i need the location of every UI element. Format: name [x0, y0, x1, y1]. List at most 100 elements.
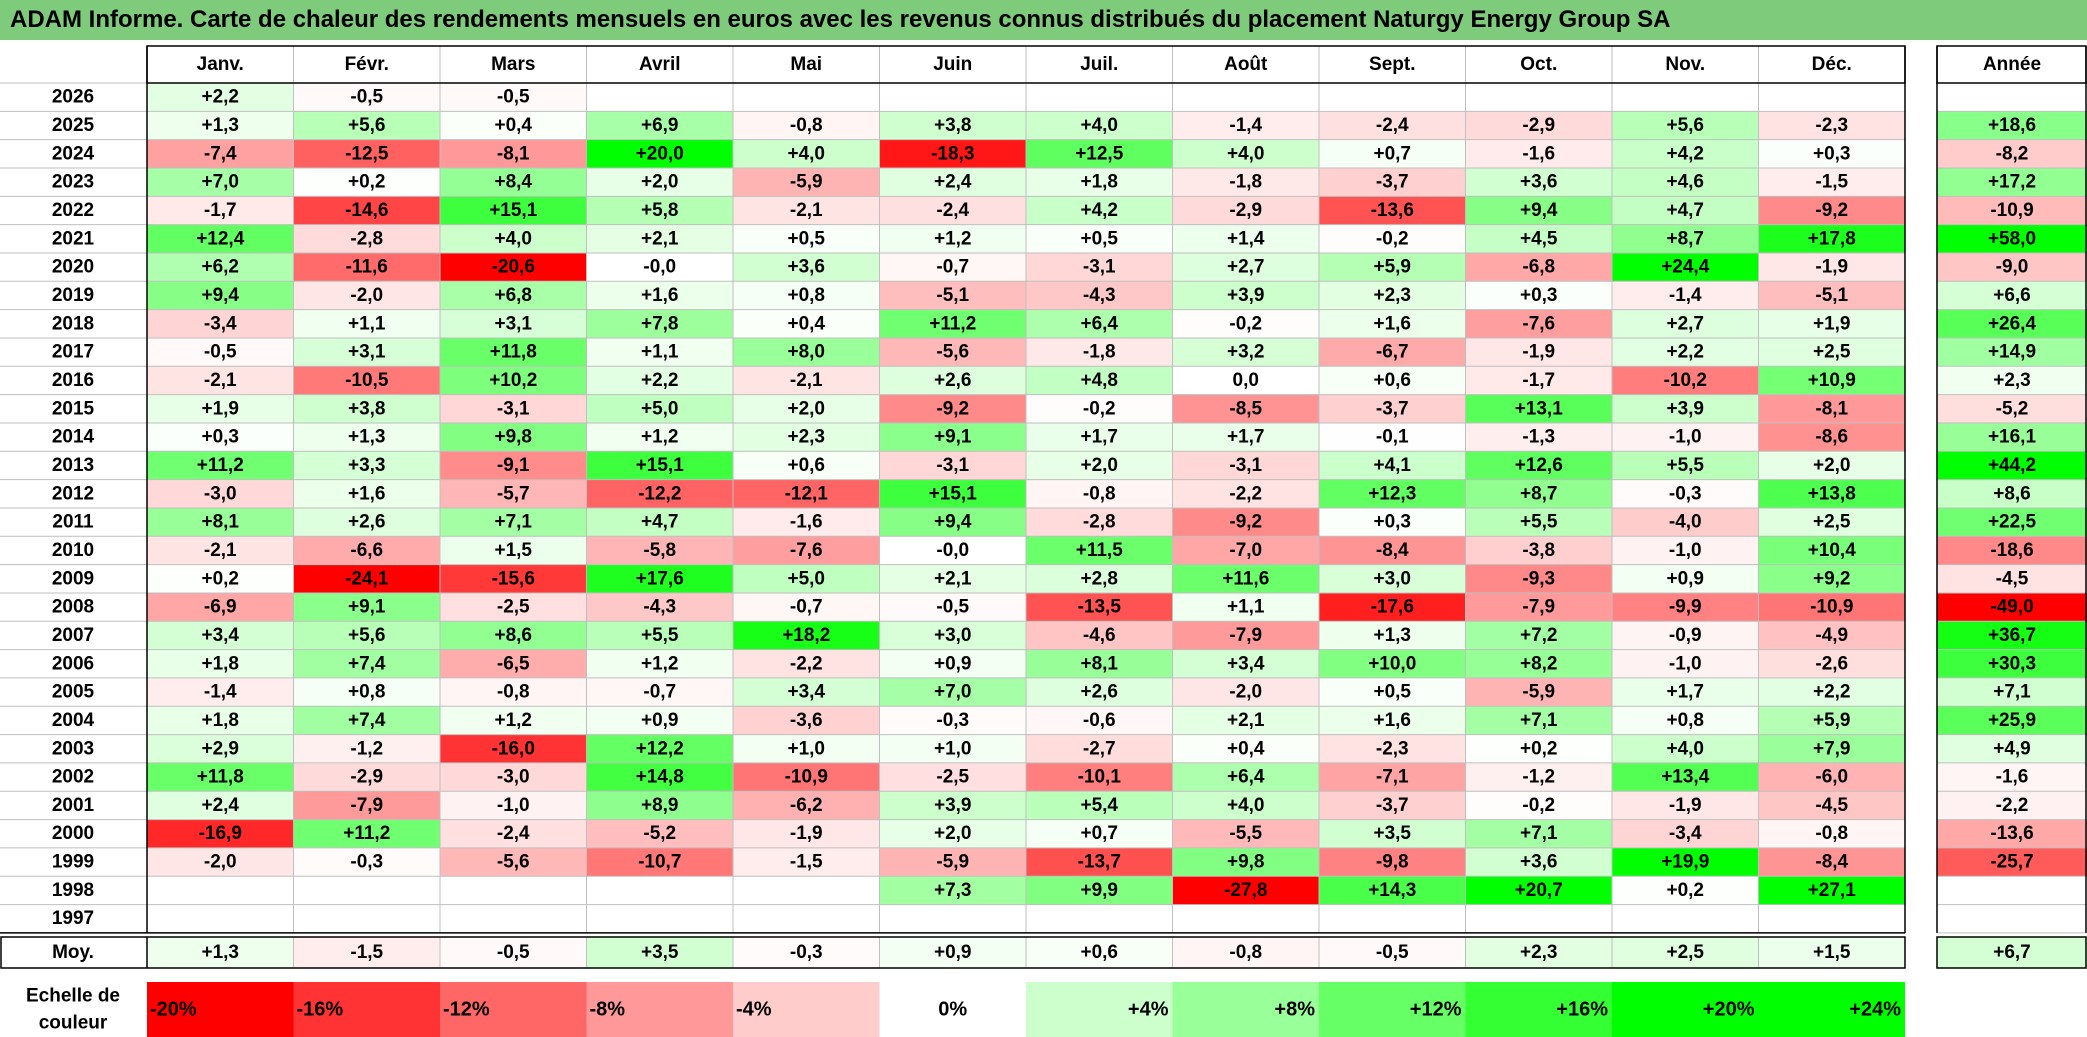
cell-value: +10,4: [1808, 540, 1857, 561]
year-label: 2021: [52, 228, 95, 249]
heatmap-cell: [1319, 819, 1466, 848]
heatmap-cell: [1172, 507, 1319, 537]
cell-value: +1,4: [1227, 228, 1265, 249]
heatmap-cell: [586, 621, 733, 650]
cell-value: -13,6: [1371, 200, 1414, 221]
heatmap-cell: [1172, 876, 1319, 905]
cell-value: +1,2: [641, 653, 679, 674]
heatmap-cell: [1319, 337, 1466, 367]
year-label: 2022: [52, 200, 94, 221]
cell-value: -1,4: [1229, 115, 1262, 136]
heatmap-cell: [879, 167, 1026, 197]
heatmap-cell: [1612, 422, 1759, 452]
heatmap-cell: [147, 451, 294, 480]
month-header: Oct.: [1520, 54, 1557, 75]
heatmap-cell: [1172, 366, 1319, 395]
cell-value: -4,6: [1083, 625, 1116, 646]
cell-value: +7,9: [1813, 738, 1851, 759]
cell-value: -8,1: [497, 143, 530, 164]
cell-value: -10,5: [345, 370, 389, 391]
heatmap-cell: [1172, 252, 1319, 282]
heatmap-cell: [1465, 167, 1612, 197]
cell-value: +1,1: [348, 313, 386, 334]
cell-value: -6,9: [204, 597, 237, 618]
heatmap-cell: [733, 83, 880, 112]
average-cell: [440, 937, 587, 968]
heatmap-cell: [586, 422, 733, 452]
heatmap-cell: [586, 479, 733, 508]
cell-value: +17,6: [636, 568, 684, 589]
heatmap-cell: [586, 196, 733, 225]
cell-value: +0,9: [1666, 568, 1704, 589]
cell-value: +2,6: [1080, 682, 1118, 703]
cell-value: -18,3: [931, 143, 974, 164]
annual-value: +14,9: [1988, 342, 2036, 363]
heatmap-cell: [1758, 847, 1905, 877]
heatmap-cell: [1172, 139, 1319, 168]
cell-value: -5,6: [936, 342, 969, 363]
year-label: 2012: [52, 483, 94, 504]
average-cell: [733, 937, 880, 968]
heatmap-cell: [1612, 451, 1759, 480]
cell-value: +2,9: [201, 738, 239, 759]
cell-value: +5,0: [641, 398, 679, 419]
heatmap-cell: [1758, 507, 1905, 537]
cell-value: -0,2: [1083, 398, 1116, 419]
average-cell: [147, 937, 294, 968]
cell-value: -20,6: [492, 257, 535, 278]
heatmap-cell: [440, 451, 587, 480]
annual-value: +18,6: [1988, 115, 2036, 136]
heatmap-cell: [293, 876, 440, 905]
annual-value: -4,5: [1996, 568, 2029, 589]
cell-value: +7,2: [1520, 625, 1558, 646]
annual-value: +16,1: [1988, 427, 2037, 448]
scale-value: -4%: [736, 999, 772, 1021]
heatmap-cell: [879, 224, 1026, 253]
cell-value: +1,9: [201, 398, 239, 419]
heatmap-cell: [1758, 337, 1905, 367]
cell-value: +14,8: [636, 767, 684, 788]
cell-value: -3,1: [1229, 455, 1262, 476]
cell-value: +0,4: [1227, 738, 1265, 759]
heatmap-cell: [733, 337, 880, 367]
heatmap-cell: [1319, 139, 1466, 168]
cell-value: -5,9: [936, 852, 969, 873]
year-label: 2004: [52, 710, 95, 731]
heatmap-cell: [440, 706, 587, 735]
cell-value: +3,0: [934, 625, 972, 646]
heatmap-cell: [879, 252, 1026, 282]
annual-value: -25,7: [1990, 852, 2033, 873]
annual-cell: [1937, 819, 2087, 848]
cell-value: -8,1: [1815, 398, 1848, 419]
heatmap-cell: [586, 791, 733, 820]
average-cell: [1612, 937, 1759, 968]
heatmap-cell: [1612, 224, 1759, 253]
heatmap-cell: [733, 621, 880, 650]
scale-swatch: [1758, 982, 1905, 1037]
year-label: 2007: [52, 625, 94, 646]
cell-value: -5,5: [1229, 823, 1262, 844]
cell-value: -2,3: [1815, 115, 1848, 136]
heatmap-cell: [1612, 252, 1759, 282]
annual-cell: [1937, 847, 2087, 877]
cell-value: -1,9: [1815, 257, 1848, 278]
cell-value: -0,5: [936, 597, 969, 618]
heatmap-cell: [1465, 847, 1612, 877]
cell-value: +4,2: [1666, 143, 1704, 164]
heatmap-cell: [586, 592, 733, 622]
cell-value: +5,5: [641, 625, 679, 646]
heatmap-cell: [733, 762, 880, 792]
average-cell: [293, 937, 440, 968]
heatmap-cell: [879, 507, 1026, 537]
cell-value: +15,1: [489, 200, 538, 221]
heatmap-cell: [440, 167, 587, 197]
cell-value: +1,8: [1080, 172, 1118, 193]
cell-value: -2,4: [497, 823, 530, 844]
month-header: Avril: [639, 54, 681, 75]
cell-value: -5,9: [790, 172, 823, 193]
annual-cell: [1937, 309, 2087, 338]
heatmap-cell: [440, 564, 587, 593]
heatmap-cell: [293, 564, 440, 593]
cell-value: +7,4: [348, 710, 386, 731]
heatmap-cell: [1758, 139, 1905, 168]
